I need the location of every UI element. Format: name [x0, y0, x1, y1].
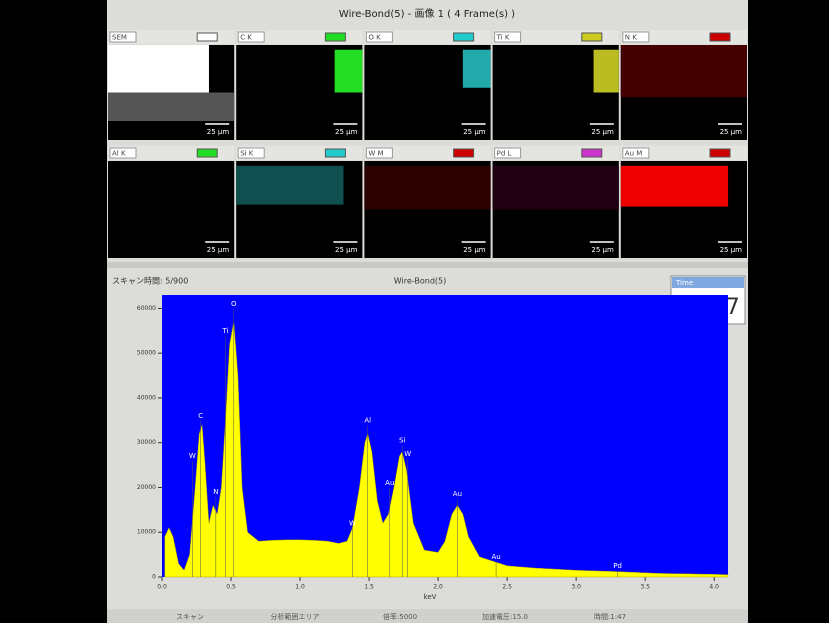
- map-label: Si K: [240, 150, 254, 158]
- map-label: Ti K: [496, 34, 510, 42]
- map-color-bar: [325, 149, 345, 157]
- peak-label: Ti: [221, 327, 228, 335]
- y-tick-label: 10000: [137, 529, 156, 536]
- timer-title: Time: [675, 279, 693, 287]
- map-label: Au M: [625, 150, 643, 158]
- map-color-bar: [197, 149, 217, 157]
- x-axis-label: keV: [424, 593, 437, 601]
- map-label: C K: [240, 34, 252, 42]
- map-scale: 25 µm: [335, 128, 358, 136]
- x-tick-label: 0.5: [226, 584, 236, 591]
- map-region: [108, 93, 234, 122]
- map-scale: 25 µm: [207, 246, 230, 254]
- y-tick-label: 20000: [137, 484, 156, 491]
- x-tick-label: 1.0: [295, 584, 305, 591]
- peak-label: Au: [385, 479, 394, 487]
- map-scale: 25 µm: [463, 246, 486, 254]
- peak-label: N: [213, 488, 218, 496]
- splitter: [107, 262, 748, 268]
- map-image: [108, 161, 234, 258]
- map-region: [236, 166, 343, 205]
- map-label: Pd L: [497, 150, 512, 158]
- map-scale: 25 µm: [591, 128, 614, 136]
- x-tick-label: 1.5: [364, 584, 374, 591]
- spectrum-name: Wire-Bond(5): [394, 277, 446, 286]
- peak-label: W: [349, 519, 356, 527]
- map-region: [621, 166, 728, 207]
- peak-label: W: [189, 452, 196, 460]
- map-scale: 25 µm: [720, 128, 743, 136]
- map-color-bar: [710, 33, 730, 41]
- map-label: Al K: [112, 150, 126, 158]
- map-region: [493, 166, 619, 210]
- peak-label: Au: [491, 553, 500, 561]
- x-tick-label: 2.5: [502, 584, 512, 591]
- status-item: 倍率:5000: [383, 612, 417, 621]
- map-scale: 25 µm: [207, 128, 230, 136]
- map-label: W M: [368, 150, 383, 158]
- map-color-bar: [582, 149, 602, 157]
- y-tick-label: 30000: [137, 439, 156, 446]
- map-region: [108, 45, 209, 93]
- y-tick-label: 50000: [137, 350, 156, 357]
- map-scale: 25 µm: [463, 128, 486, 136]
- peak-label: Si: [399, 436, 405, 444]
- spectrum-info: スキャン時間: 5/900: [112, 277, 188, 286]
- peak-label: Pd: [613, 562, 622, 570]
- y-tick-label: 0: [152, 574, 156, 581]
- y-tick-label: 60000: [137, 305, 156, 312]
- map-color-bar: [454, 149, 474, 157]
- map-color-bar: [454, 33, 474, 41]
- map-scale: 25 µm: [591, 246, 614, 254]
- x-tick-label: 0.0: [157, 584, 167, 591]
- peak-label: Au: [453, 490, 462, 498]
- map-region: [594, 50, 619, 93]
- map-color-bar: [325, 33, 345, 41]
- map-region: [621, 45, 747, 97]
- x-tick-label: 3.5: [640, 584, 650, 591]
- x-tick-label: 4.0: [709, 584, 719, 591]
- peak-label: Al: [364, 416, 371, 424]
- status-item: 加速電圧:15.0: [482, 612, 528, 621]
- status-item: 時間:1:47: [594, 613, 626, 621]
- map-color-bar: [582, 33, 602, 41]
- screen: Wire-Bond(5) - 画像 1 ( 4 Frame(s) ) スキャン時…: [0, 0, 829, 623]
- map-label: O K: [368, 34, 381, 42]
- map-label: SEM: [112, 34, 127, 42]
- map-region: [364, 166, 490, 210]
- map-label: N K: [625, 34, 637, 42]
- map-scale: 25 µm: [720, 246, 743, 254]
- y-tick-label: 40000: [137, 394, 156, 401]
- map-scale: 25 µm: [335, 246, 358, 254]
- map-color-bar: [197, 33, 217, 41]
- status-item: 分析範囲エリア: [271, 612, 320, 621]
- status-item: スキャン: [176, 613, 204, 621]
- x-tick-label: 2.0: [433, 584, 443, 591]
- map-region: [335, 50, 363, 93]
- peak-label: O: [231, 300, 237, 308]
- peak-label: C: [198, 412, 203, 420]
- window-title: Wire-Bond(5) - 画像 1 ( 4 Frame(s) ): [339, 8, 515, 20]
- x-tick-label: 3.0: [571, 584, 581, 591]
- peak-label: W: [404, 450, 411, 458]
- map-color-bar: [710, 149, 730, 157]
- map-region: [463, 50, 491, 88]
